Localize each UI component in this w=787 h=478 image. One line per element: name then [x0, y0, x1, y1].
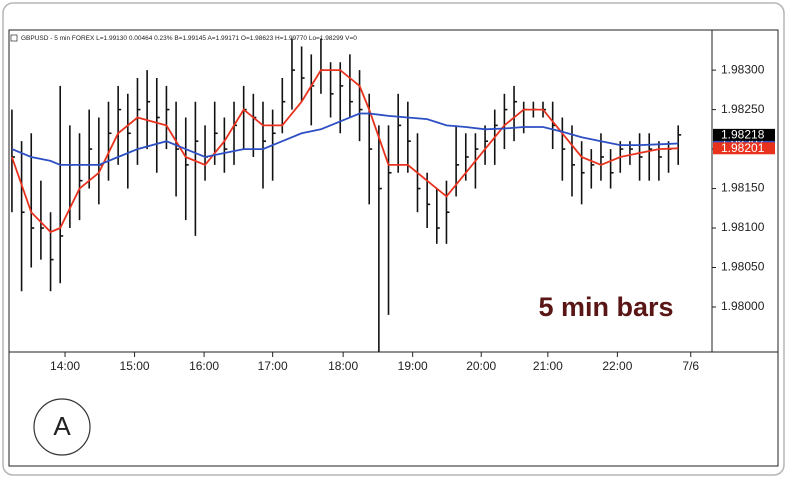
x-tick-label: 7/6: [682, 359, 699, 373]
moving-average-line: [11, 69, 679, 234]
y-tick-label: 1.98050: [721, 260, 765, 274]
y-tick-label: 1.98000: [721, 299, 765, 313]
annotation: 5 min bars: [538, 292, 673, 322]
panel-badge: [33, 398, 91, 456]
chart-title: GBPUSD - 5 min FOREX L=1.99130 0.00464 0…: [21, 35, 357, 42]
x-tick-label: 21:00: [533, 359, 563, 373]
last-value-label: 1.98201: [721, 141, 765, 155]
x-tick-label: 15:00: [120, 359, 150, 373]
plot-area: 1.980001.980501.981001.981501.982001.982…: [11, 38, 775, 373]
x-tick-label: 14:00: [50, 359, 80, 373]
y-tick-label: 1.98250: [721, 102, 765, 116]
chart-frame: [8, 29, 779, 467]
last-value-box: [713, 128, 775, 141]
last-value-box: [713, 142, 775, 155]
x-tick-label: 20:00: [466, 359, 496, 373]
x-tick-label: 16:00: [189, 359, 219, 373]
x-tick-label: 22:00: [602, 359, 632, 373]
last-value-label: 1.98218: [721, 128, 765, 142]
x-tick-label: 17:00: [258, 359, 288, 373]
y-tick-label: 1.98150: [721, 181, 765, 195]
y-tick-label: 1.98100: [721, 220, 765, 234]
x-tick-label: 19:00: [398, 359, 428, 373]
moving-average-line: [11, 112, 679, 166]
panel-label: A: [53, 411, 71, 441]
x-tick-label: 18:00: [328, 359, 358, 373]
y-tick-label: 1.98300: [721, 62, 765, 76]
chart-icon: [10, 34, 18, 42]
